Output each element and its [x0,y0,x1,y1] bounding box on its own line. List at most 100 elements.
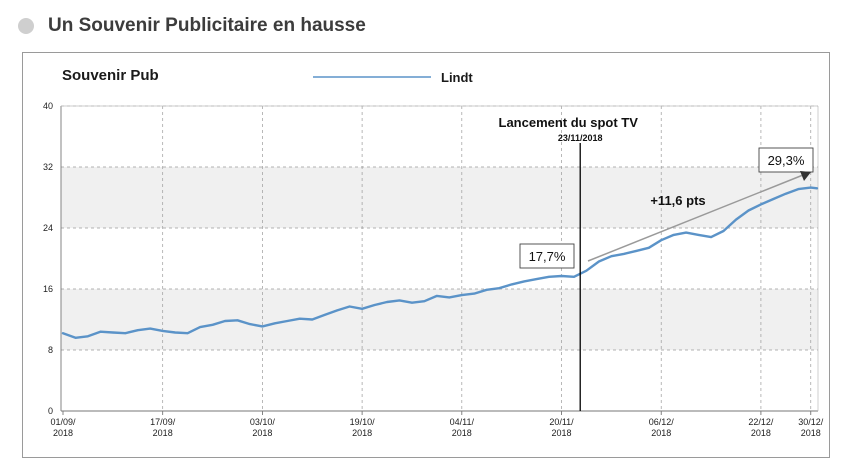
data-point-57 [772,198,775,200]
data-point-32 [460,294,463,296]
y-tick-label-1: 8 [48,345,53,355]
data-point-48 [660,239,663,242]
data-point-18 [286,320,289,322]
data-point-26 [386,301,388,303]
data-point-5 [124,332,127,335]
y-tick-label-3: 24 [43,223,53,233]
x-tick-year-0: 2018 [53,428,73,438]
data-point-28 [411,301,413,304]
data-point-46 [635,249,638,252]
x-tick-label-3: 19/10/ [350,417,376,427]
data-point-30 [435,294,438,297]
x-tick-labels: 01/09/201817/09/201803/10/201819/10/2018… [50,417,823,438]
x-tick-label-0: 01/09/ [50,417,76,427]
data-point-56 [760,203,762,206]
x-tick-label-1: 17/09/ [150,417,176,427]
data-point-35 [498,287,501,290]
data-point-47 [647,246,650,249]
x-tick-label-8: 30/12/ [798,417,824,427]
end-label: 29,3% [768,153,805,168]
y-tick-label-2: 16 [43,284,53,294]
x-tick-label-7: 22/12/ [748,417,774,427]
data-point-44 [610,255,613,258]
x-tick-year-2: 2018 [252,428,272,438]
x-tick-year-5: 2018 [551,428,571,438]
x-tick-year-1: 2018 [153,428,173,438]
launch-date: 23/11/2018 [558,133,603,143]
data-point-19 [298,317,301,320]
data-point-4 [111,331,114,334]
data-point-58 [784,192,787,195]
start-label: 17,7% [529,249,566,264]
data-point-20 [311,318,314,321]
data-point-24 [361,307,364,310]
data-point-50 [685,231,688,234]
x-tick-year-7: 2018 [751,428,771,438]
data-point-12 [211,323,214,326]
grid-lines [61,105,818,415]
data-point-0 [62,332,64,335]
data-point-42 [585,269,588,272]
data-point-51 [697,233,700,236]
data-point-33 [473,292,476,295]
data-point-29 [423,300,426,303]
data-point-49 [672,233,675,236]
background-bands [61,167,818,350]
data-point-43 [598,260,600,263]
trend-arrowhead-icon [800,171,811,181]
series-layer [61,186,819,339]
x-tick-label-6: 06/12/ [649,417,675,427]
data-point-16 [261,325,264,328]
data-point-23 [348,305,351,308]
x-tick-year-3: 2018 [352,428,372,438]
y-tick-label-4: 32 [43,162,53,172]
start-label-box [519,243,575,269]
data-point-40 [560,275,563,277]
data-point-14 [236,319,239,322]
band-1 [61,167,818,228]
x-tick-year-6: 2018 [651,428,671,438]
y-tick-labels: 0 8 16 24 32 40 [43,101,53,416]
x-tick-label-2: 03/10/ [250,417,276,427]
data-point-7 [149,327,152,330]
data-point-45 [622,253,625,255]
annotations-layer: Lancement du spot TV 23/11/2018 17,7% 29,3%… [499,115,814,411]
delta-label: +11,6 pts [650,193,705,208]
data-point-36 [510,283,513,286]
data-point-37 [523,280,526,283]
data-point-52 [710,236,712,239]
data-point-61 [816,187,818,190]
page-title: Un Souvenir Publicitaire en hausse [48,15,366,36]
x-tick-year-8: 2018 [801,428,821,438]
y-tick-label-5: 40 [43,101,53,111]
data-point-21 [323,314,326,316]
data-point-25 [373,304,376,306]
data-point-34 [485,288,488,291]
x-tick-label-4: 04/11/ [450,417,475,427]
data-point-54 [735,218,737,221]
chart-title: Souvenir Pub [62,67,159,84]
data-point-13 [224,320,226,322]
data-point-6 [136,329,139,332]
data-point-59 [797,188,800,191]
data-point-15 [249,323,251,325]
band-0 [61,289,818,350]
data-point-27 [398,299,401,302]
data-point-17 [273,322,276,325]
data-point-60 [809,186,812,189]
y-tick-label-0: 0 [48,406,53,416]
x-tick-label-5: 20/11/ [549,417,574,427]
data-point-41 [573,275,575,278]
trend-arrow-line [587,174,804,262]
data-point-38 [535,278,538,280]
bullet-dot-icon [18,18,34,34]
data-point-31 [448,296,451,299]
launch-title: Lancement du spot TV [499,115,639,130]
data-point-53 [722,230,725,232]
axes [60,105,819,412]
data-point-8 [161,330,164,332]
data-point-39 [548,275,550,278]
legend-label: Lindt [441,70,473,85]
data-point-10 [186,332,189,335]
